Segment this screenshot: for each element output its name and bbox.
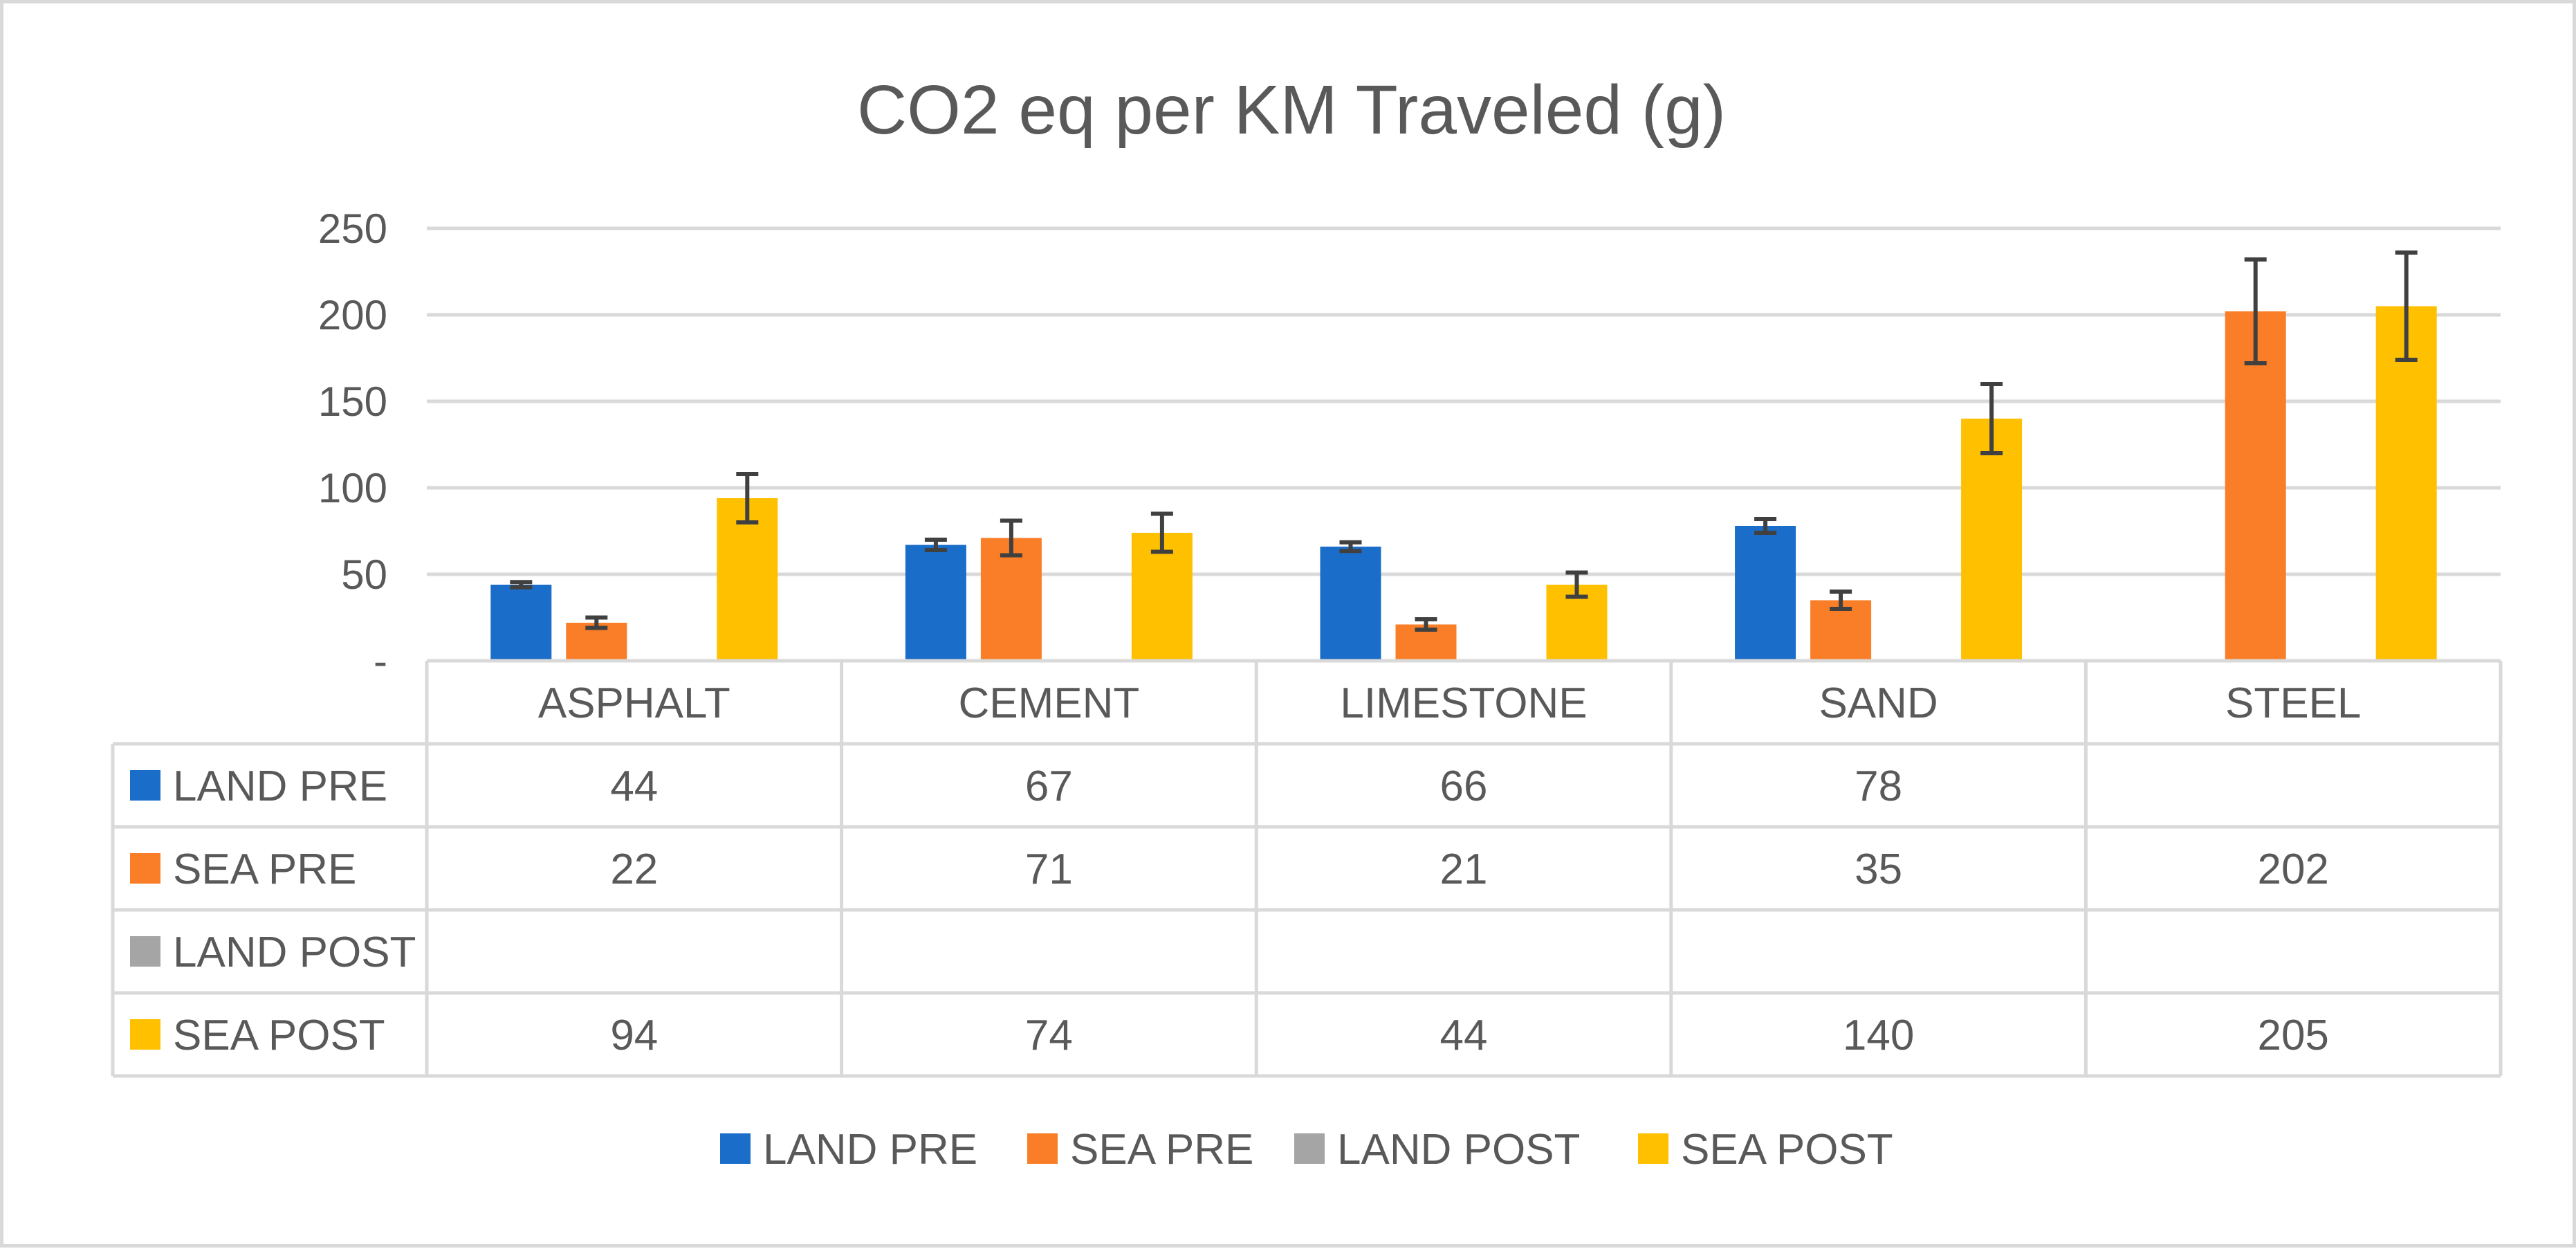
- legend-key: [1294, 1133, 1325, 1164]
- bar: [717, 498, 778, 661]
- table-value: 44: [1440, 1012, 1488, 1059]
- category-label: SAND: [1819, 679, 1938, 727]
- table-series-label: LAND POST: [173, 929, 416, 976]
- category-label: ASPHALT: [538, 679, 730, 727]
- bar: [1735, 526, 1796, 661]
- y-tick-label: -: [374, 638, 387, 684]
- bar: [980, 538, 1042, 661]
- table-series-label: LAND PRE: [173, 763, 387, 810]
- legend-key: [1027, 1133, 1058, 1164]
- legend-label: SEA PRE: [1070, 1126, 1253, 1174]
- table-series-label: SEA POST: [173, 1012, 385, 1059]
- category-label: CEMENT: [959, 679, 1140, 727]
- y-tick-label: 250: [318, 206, 387, 252]
- legend-key: [720, 1133, 751, 1164]
- table-value: 67: [1025, 763, 1073, 810]
- bars: [490, 250, 2437, 661]
- chart-canvas: CO2 eq per KM Traveled (g) - 50 100 150 200 2…: [111, 71, 2503, 1174]
- table-value: 44: [610, 763, 658, 810]
- table-value: 66: [1440, 763, 1488, 810]
- table-value: 22: [610, 846, 658, 893]
- bar: [2375, 306, 2437, 661]
- legend: LAND PRE SEA PRE LAND POST SEA POST: [720, 1126, 1893, 1174]
- bar: [905, 545, 966, 661]
- table-value: 140: [1843, 1012, 1914, 1059]
- bar: [1131, 533, 1193, 661]
- legend-key: [1638, 1133, 1668, 1164]
- y-axis-ticks: - 50 100 150 200 250: [318, 206, 387, 684]
- table-legend-key: [130, 936, 160, 967]
- data-table: ASPHALT CEMENT LIMESTONE SAND STEEL LAND PRE 4…: [111, 659, 2503, 1078]
- legend-label: LAND POST: [1337, 1126, 1580, 1174]
- bar: [2225, 311, 2286, 661]
- table-value: 202: [2257, 846, 2328, 893]
- y-tick-label: 200: [318, 292, 387, 338]
- table-legend-key: [130, 1019, 160, 1050]
- bar: [1320, 547, 1381, 661]
- table-value: 205: [2257, 1012, 2328, 1059]
- bar: [490, 585, 552, 661]
- bar: [1961, 419, 2023, 661]
- table-value: 94: [610, 1012, 658, 1059]
- y-tick-label: 150: [318, 378, 387, 425]
- legend-label: SEA POST: [1681, 1126, 1893, 1174]
- table-value: 35: [1855, 846, 1902, 893]
- table-value: 74: [1025, 1012, 1073, 1059]
- y-tick-label: 100: [318, 465, 387, 511]
- gridlines: [427, 226, 2501, 576]
- table-value: 71: [1025, 846, 1073, 893]
- table-legend-key: [130, 770, 160, 801]
- y-tick-label: 50: [341, 551, 387, 598]
- table-legend-key: [130, 853, 160, 884]
- table-value: 21: [1440, 846, 1488, 893]
- legend-label: LAND PRE: [763, 1126, 977, 1174]
- table-series-label: SEA PRE: [173, 846, 356, 893]
- chart-title: CO2 eq per KM Traveled (g): [857, 71, 1726, 149]
- category-label: STEEL: [2225, 679, 2361, 727]
- category-label: LIMESTONE: [1340, 679, 1587, 727]
- table-value: 78: [1855, 763, 1902, 810]
